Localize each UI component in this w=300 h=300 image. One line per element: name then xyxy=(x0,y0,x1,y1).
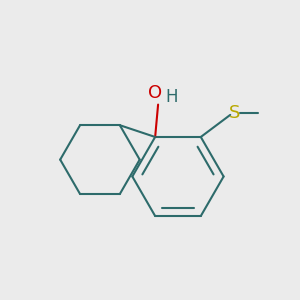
Text: O: O xyxy=(148,84,162,102)
Text: S: S xyxy=(228,104,240,122)
Text: H: H xyxy=(165,88,178,106)
